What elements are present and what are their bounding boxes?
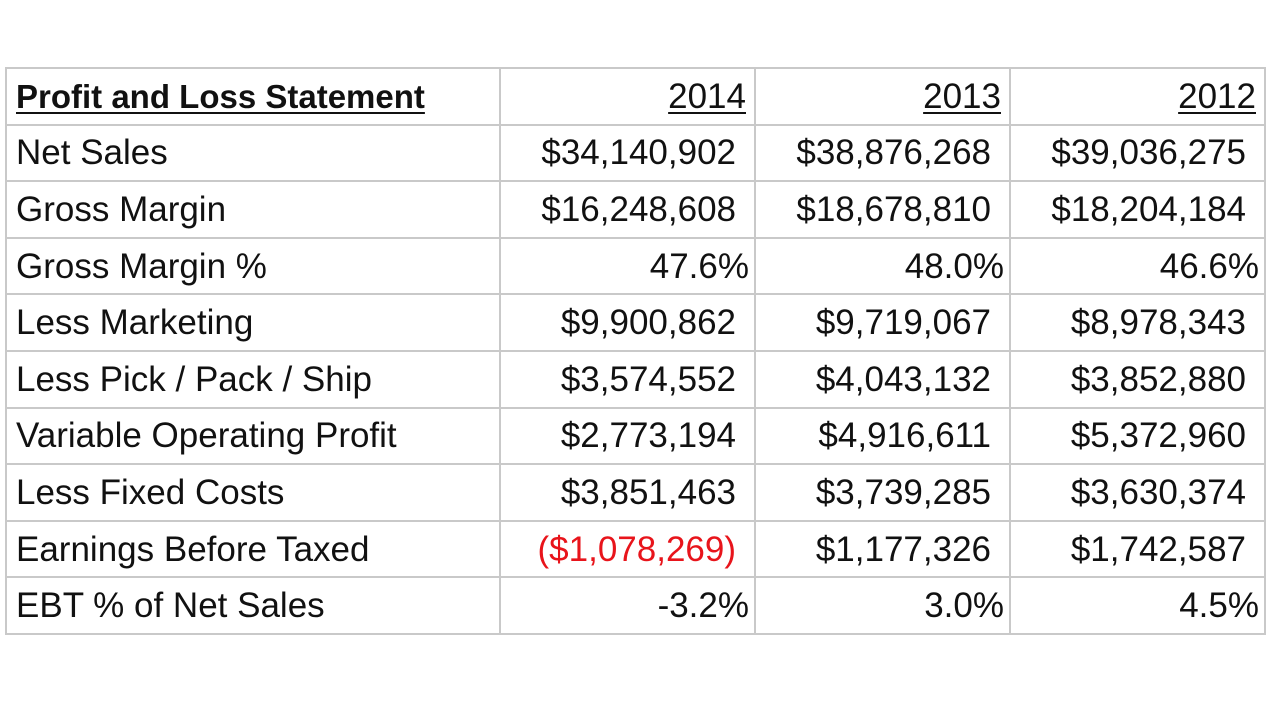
- year-header: 2012: [1009, 67, 1266, 126]
- cell-value: $3,739,285: [754, 463, 1011, 522]
- row-label: Less Marketing: [5, 293, 501, 352]
- table-row: Gross Margin $16,248,608 $18,678,810 $18…: [5, 180, 1266, 239]
- cell-value: $9,719,067: [754, 293, 1011, 352]
- negative-value: ($1,078,269): [499, 519, 756, 579]
- cell-value: $9,900,862: [499, 293, 756, 352]
- cell-value: $1,742,587: [1009, 519, 1266, 579]
- row-label: Less Fixed Costs: [5, 463, 501, 522]
- row-label: Gross Margin: [5, 180, 501, 239]
- cell-value: 46.6%: [1009, 236, 1266, 296]
- cell-value: $1,177,326: [754, 519, 1011, 579]
- cell-value: -3.2%: [499, 576, 756, 635]
- cell-value: 47.6%: [499, 236, 756, 296]
- row-label: Gross Margin %: [5, 236, 501, 296]
- table-row: Variable Operating Profit $2,773,194 $4,…: [5, 406, 1266, 466]
- row-label: Net Sales: [5, 123, 501, 183]
- table-row: Less Pick / Pack / Ship $3,574,552 $4,04…: [5, 349, 1266, 409]
- row-label: Less Pick / Pack / Ship: [5, 349, 501, 409]
- cell-value: 3.0%: [754, 576, 1011, 635]
- cell-value: $3,851,463: [499, 463, 756, 522]
- table-row: Less Marketing $9,900,862 $9,719,067 $8,…: [5, 293, 1266, 352]
- header-row: Profit and Loss Statement 2014 2013 2012: [5, 67, 1266, 126]
- table-row: EBT % of Net Sales -3.2% 3.0% 4.5%: [5, 576, 1266, 635]
- cell-value: 4.5%: [1009, 576, 1266, 635]
- cell-value: $3,630,374: [1009, 463, 1266, 522]
- year-header: 2013: [754, 67, 1011, 126]
- year-header: 2014: [499, 67, 756, 126]
- cell-value: $3,852,880: [1009, 349, 1266, 409]
- cell-value: $18,678,810: [754, 180, 1011, 239]
- table-row: Earnings Before Taxed ($1,078,269) $1,17…: [5, 519, 1266, 579]
- cell-value: $38,876,268: [754, 123, 1011, 183]
- table-title: Profit and Loss Statement: [5, 67, 501, 126]
- profit-and-loss-table: Profit and Loss Statement 2014 2013 2012…: [5, 67, 1266, 635]
- row-label: Earnings Before Taxed: [5, 519, 501, 579]
- cell-value: $39,036,275: [1009, 123, 1266, 183]
- row-label: EBT % of Net Sales: [5, 576, 501, 635]
- cell-value: $2,773,194: [499, 406, 756, 466]
- table-row: Less Fixed Costs $3,851,463 $3,739,285 $…: [5, 463, 1266, 522]
- cell-value: 48.0%: [754, 236, 1011, 296]
- cell-value: $8,978,343: [1009, 293, 1266, 352]
- cell-value: $4,043,132: [754, 349, 1011, 409]
- cell-value: $18,204,184: [1009, 180, 1266, 239]
- row-label: Variable Operating Profit: [5, 406, 501, 466]
- cell-value: $34,140,902: [499, 123, 756, 183]
- table-row: Gross Margin % 47.6% 48.0% 46.6%: [5, 236, 1266, 296]
- table-row: Net Sales $34,140,902 $38,876,268 $39,03…: [5, 123, 1266, 183]
- cell-value: $4,916,611: [754, 406, 1011, 466]
- cell-value: $5,372,960: [1009, 406, 1266, 466]
- cell-value: $16,248,608: [499, 180, 756, 239]
- cell-value: $3,574,552: [499, 349, 756, 409]
